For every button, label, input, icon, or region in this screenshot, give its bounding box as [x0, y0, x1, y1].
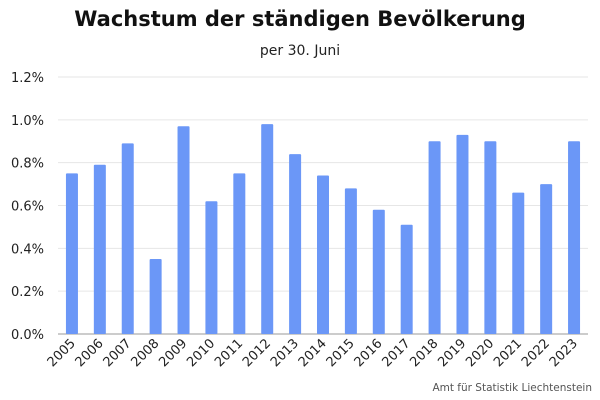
- bar: [456, 135, 468, 334]
- x-tick-label: 2009: [156, 336, 190, 370]
- x-tick-label: 2012: [240, 336, 274, 370]
- x-tick-label: 2010: [184, 336, 218, 370]
- x-tick-label: 2013: [268, 336, 302, 370]
- x-tick-label: 2021: [491, 336, 525, 370]
- bar: [540, 184, 552, 334]
- bar: [150, 259, 162, 334]
- y-tick-label: 1.0%: [11, 114, 44, 129]
- bar: [94, 165, 106, 334]
- bar: [345, 188, 357, 334]
- bar: [429, 141, 441, 334]
- bar-chart: 0.0% 0.2% 0.4% 0.6% 0.8% 1.0% 1.2% 200520062007…: [0, 0, 600, 400]
- bar: [122, 143, 134, 334]
- bar: [233, 173, 245, 334]
- bar: [373, 210, 385, 334]
- y-tick-label: 0.4%: [11, 242, 44, 257]
- x-tick-label: 2005: [45, 336, 79, 370]
- x-tick-label: 2014: [296, 336, 330, 370]
- bar: [178, 126, 190, 334]
- bar: [317, 176, 329, 334]
- bar: [261, 124, 273, 334]
- source-note: Amt für Statistik Liechtenstein: [432, 382, 592, 394]
- y-tick-label: 1.2%: [11, 71, 44, 86]
- x-tick-label: 2006: [73, 336, 107, 370]
- x-tick-label: 2011: [212, 336, 246, 370]
- x-tick-label: 2007: [101, 336, 135, 370]
- x-tick-label: 2018: [407, 336, 441, 370]
- x-tick-label: 2017: [380, 336, 414, 370]
- x-tick-label: 2008: [128, 336, 162, 370]
- bar: [66, 173, 78, 334]
- x-tick-label: 2015: [324, 336, 358, 370]
- x-tick-label: 2023: [547, 336, 581, 370]
- y-tick-label: 0.8%: [11, 157, 44, 172]
- bar: [289, 154, 301, 334]
- x-tick-label: 2020: [463, 336, 497, 370]
- bar: [512, 193, 524, 334]
- y-tick-label: 0.6%: [11, 200, 44, 215]
- x-tick-label: 2022: [519, 336, 553, 370]
- x-tick-label: 2016: [352, 336, 386, 370]
- bar: [568, 141, 580, 334]
- bar: [484, 141, 496, 334]
- bar: [205, 201, 217, 334]
- y-tick-label: 0.2%: [11, 285, 44, 300]
- y-tick-label: 0.0%: [11, 328, 44, 343]
- x-tick-label: 2019: [435, 336, 469, 370]
- bar: [401, 225, 413, 334]
